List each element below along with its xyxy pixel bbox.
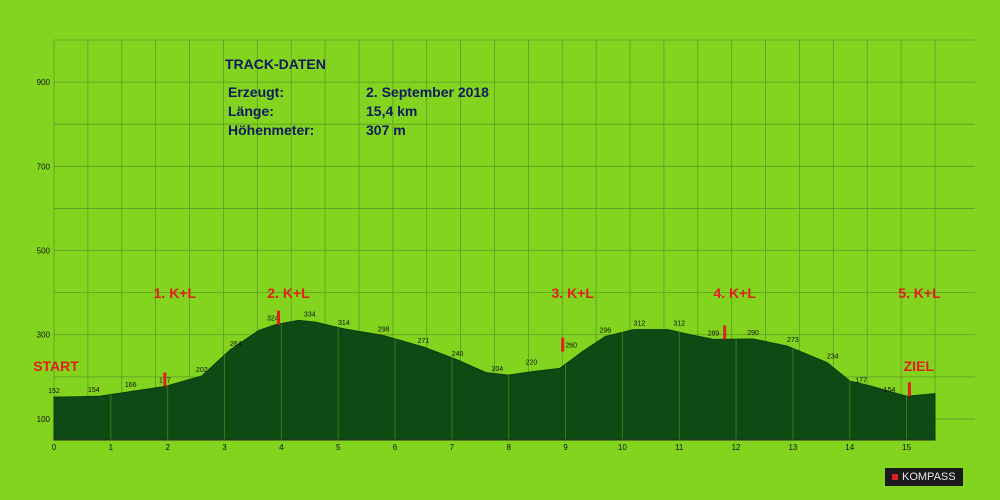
elevation-label: 154 xyxy=(884,387,896,394)
x-tick-label: 5 xyxy=(336,443,341,452)
x-tick-label: 13 xyxy=(788,443,797,452)
elevation-gain-value: 307 m xyxy=(366,122,406,138)
elevation-gain-label: Höhenmeter: xyxy=(228,122,315,138)
checkpoint-pin xyxy=(561,337,565,352)
y-axis-ticks: 100 300 500 700 900 xyxy=(37,78,51,424)
elevation-profile-area xyxy=(53,319,936,441)
created-label: Erzeugt: xyxy=(228,84,284,100)
x-tick-label: 1 xyxy=(109,443,114,452)
x-tick-label: 3 xyxy=(222,443,227,452)
x-tick-label: 11 xyxy=(675,443,684,452)
checkpoint-label: ZIEL xyxy=(904,358,935,374)
x-tick-label: 9 xyxy=(563,443,568,452)
x-tick-label: 6 xyxy=(393,443,398,452)
elevation-label: 312 xyxy=(673,321,685,328)
elevation-label: 334 xyxy=(304,311,316,318)
elevation-label: 290 xyxy=(747,330,759,337)
y-tick-label: 300 xyxy=(37,331,51,340)
elevation-label: 264 xyxy=(230,341,242,348)
elevation-label: 271 xyxy=(418,338,430,345)
x-tick-label: 2 xyxy=(165,443,170,452)
y-tick-label: 100 xyxy=(37,415,51,424)
checkpoint-label: START xyxy=(33,358,79,374)
elevation-label: 220 xyxy=(526,359,538,366)
elevation-label: 204 xyxy=(491,366,503,373)
x-tick-label: 7 xyxy=(450,443,455,452)
elevation-label: 324 xyxy=(267,316,279,323)
track-data-title: TRACK-DATEN xyxy=(225,56,326,72)
length-label: Länge: xyxy=(228,103,274,119)
logo-mark-icon xyxy=(892,474,898,480)
elevation-label: 166 xyxy=(125,382,137,389)
elevation-label: 273 xyxy=(787,337,799,344)
checkpoint-label: 1. K+L xyxy=(154,285,197,301)
elevation-label: 240 xyxy=(452,351,464,358)
kompass-logo: KOMPASS xyxy=(885,468,963,486)
elevation-label: 289 xyxy=(707,330,719,337)
x-tick-label: 14 xyxy=(845,443,854,452)
checkpoint-pin xyxy=(723,325,727,340)
checkpoint-markers: START 1. K+L 2. K+L 3. K+L 4. K+L 5. K+L ZIEL xyxy=(33,285,941,397)
x-tick-label: 8 xyxy=(506,443,511,452)
y-tick-label: 500 xyxy=(37,247,51,256)
elevation-label: 296 xyxy=(599,327,611,334)
elevation-label: 234 xyxy=(827,354,839,361)
logo-text: KOMPASS xyxy=(902,471,956,483)
elevation-label: 260 xyxy=(565,343,577,350)
x-axis-ticks: 0 1 2 3 4 5 6 7 8 9 10 11 12 13 14 15 xyxy=(52,443,912,452)
created-value: 2. September 2018 xyxy=(366,84,489,100)
x-tick-label: 10 xyxy=(618,443,627,452)
checkpoint-pin xyxy=(163,372,167,387)
y-tick-label: 700 xyxy=(37,162,51,171)
elevation-label: 154 xyxy=(88,387,100,394)
elevation-label: 314 xyxy=(338,320,350,327)
elevation-label: 177 xyxy=(855,378,867,385)
length-value: 15,4 km xyxy=(366,103,418,119)
x-tick-label: 15 xyxy=(902,443,911,452)
checkpoint-pin xyxy=(277,310,281,325)
checkpoint-label: 4. K+L xyxy=(713,285,756,301)
checkpoint-label: 2. K+L xyxy=(267,285,310,301)
y-tick-label: 900 xyxy=(37,78,51,87)
elevation-label: 202 xyxy=(196,367,208,374)
checkpoint-pin xyxy=(907,382,911,397)
x-tick-label: 12 xyxy=(732,443,741,452)
elevation-label: 298 xyxy=(378,327,390,334)
checkpoint-label: 3. K+L xyxy=(552,285,595,301)
x-tick-label: 4 xyxy=(279,443,284,452)
elevation-label: 312 xyxy=(634,321,646,328)
elevation-labels: 152 154 166 177 202 264 324 334 314 298 271 240 204 2… xyxy=(48,311,895,395)
elevation-label: 152 xyxy=(48,388,60,395)
checkpoint-label: 5. K+L xyxy=(898,285,941,301)
x-tick-label: 0 xyxy=(52,443,57,452)
